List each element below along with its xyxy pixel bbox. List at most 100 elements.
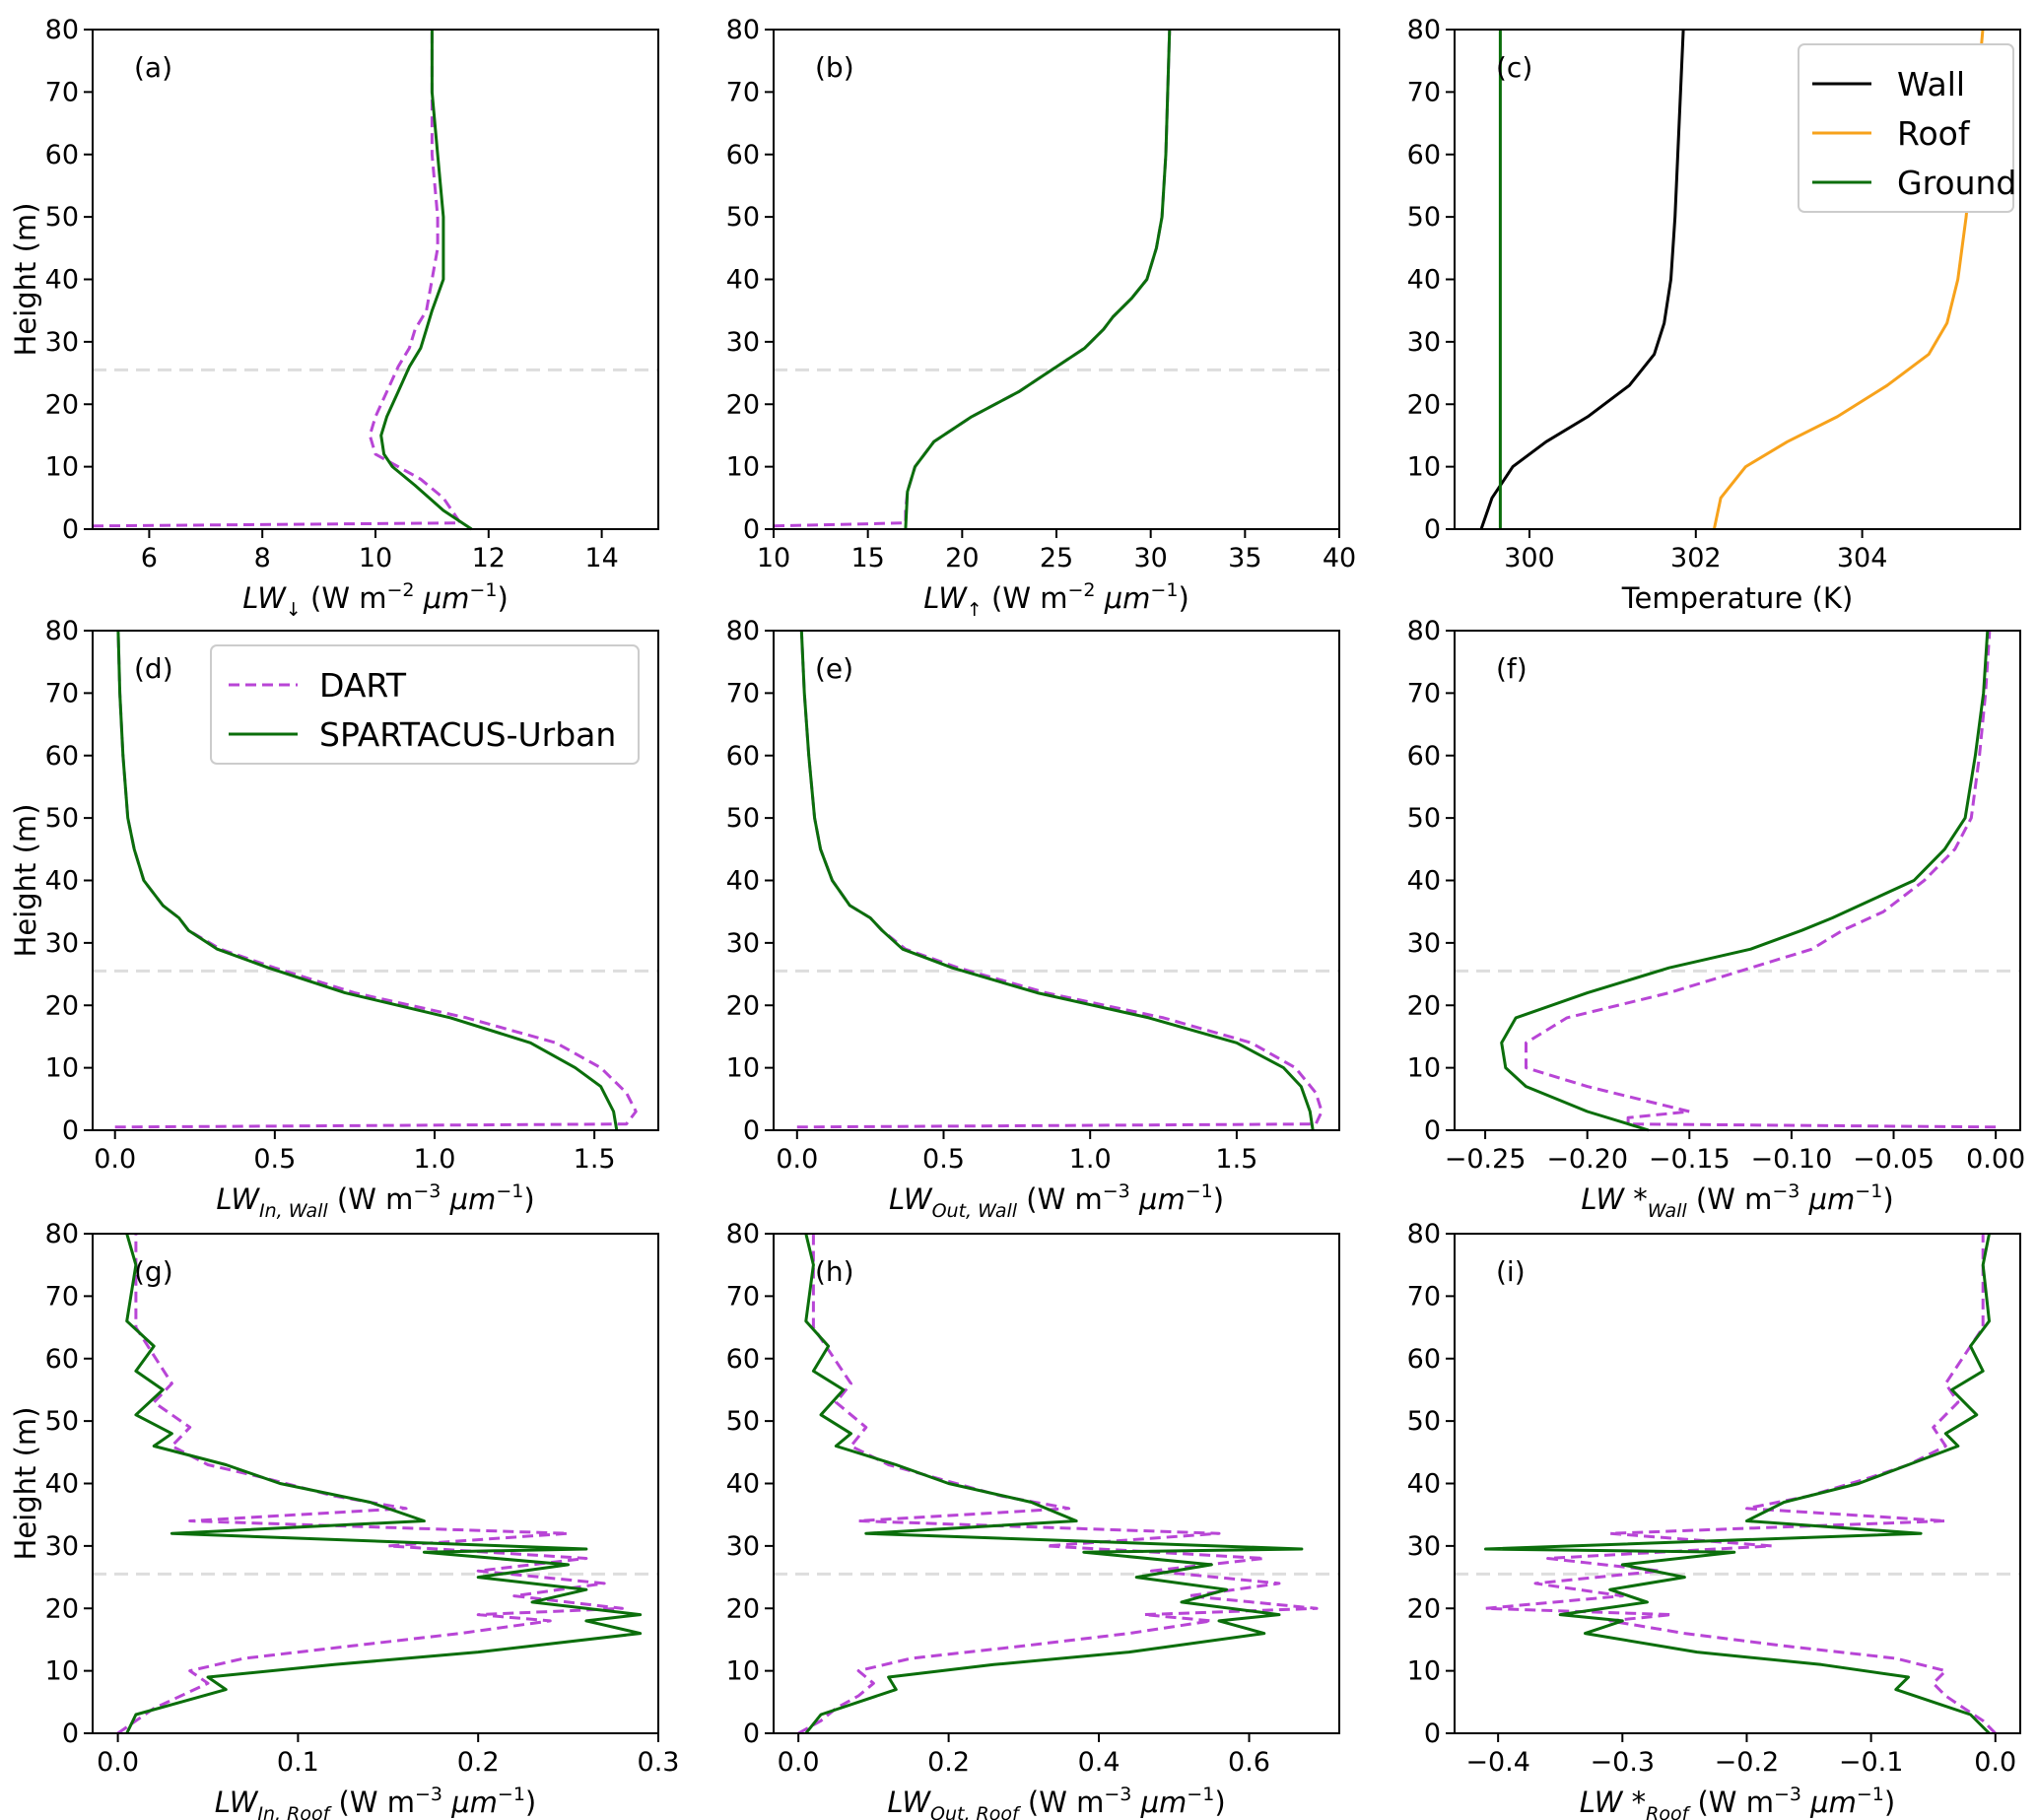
y-tick-label: 80 (1407, 616, 1441, 646)
panel-e: 0 10 20 30 40 50 60 70 80 0.0 0.5 1.0 1.5 (e) LWOut, W… (726, 616, 1340, 1222)
x-tick-label: 300 (1504, 543, 1555, 573)
plot-frame (1454, 630, 2021, 1131)
y-tick-label: 10 (45, 1656, 79, 1687)
y-tick-label: 70 (45, 678, 79, 708)
y-tick-label: 30 (726, 928, 760, 959)
series-dart (1525, 630, 1997, 1129)
y-tick-label: 10 (1407, 452, 1441, 483)
x-tick-label: 0.2 (457, 1747, 500, 1778)
x-tick-label: 14 (584, 543, 618, 573)
legend-box (210, 644, 640, 765)
y-tick-label: 40 (726, 1469, 760, 1500)
y-tick-label: 50 (726, 803, 760, 834)
y-tick-label: 40 (1407, 1469, 1441, 1500)
series-wall (1479, 29, 1685, 530)
y-tick-label: 70 (726, 678, 760, 708)
y-tick-label: 40 (45, 866, 79, 897)
y-tick-label: 80 (1407, 15, 1441, 45)
y-tick-label: 40 (1407, 265, 1441, 296)
y-tick-label: 10 (45, 1053, 79, 1084)
y-tick-label: 20 (45, 1593, 79, 1624)
x-tick-label: 0.0 (776, 1144, 818, 1175)
y-tick-label: 40 (726, 866, 760, 897)
panel-h: 0 10 20 30 40 50 60 70 80 0.0 0.2 0.4 0.6 (h) LWOut, R… (726, 1219, 1340, 1820)
x-axis-label: LWIn, Roof (W m−3 μm−1) (215, 1784, 537, 1820)
y-tick-label: 10 (45, 452, 79, 483)
x-tick-label: 302 (1670, 543, 1722, 573)
y-tick-label: 60 (1407, 1344, 1441, 1375)
series-dart (797, 1234, 1319, 1735)
y-tick-label: 50 (45, 1406, 79, 1437)
y-tick-label: 20 (726, 990, 760, 1021)
y-tick-label: 80 (726, 1219, 760, 1249)
x-tick-label: 35 (1228, 543, 1261, 573)
y-tick-label: 70 (726, 1281, 760, 1312)
y-tick-label: 20 (1407, 990, 1441, 1021)
y-tick-label: 30 (726, 327, 760, 358)
y-tick-label: 0 (1424, 1115, 1441, 1146)
x-axis-label: LWOut, Roof (W m−3 μm−1) (887, 1784, 1225, 1820)
legend-label: SPARTACUS-Urban (319, 715, 616, 754)
y-tick-label: 60 (1407, 140, 1441, 170)
y-tick-label: 80 (726, 616, 760, 646)
y-tick-label: 40 (1407, 866, 1441, 897)
x-tick-label: −0.15 (1649, 1144, 1731, 1175)
y-tick-label: 0 (62, 1115, 79, 1146)
y-axis-label: Height (m) (9, 1407, 42, 1561)
y-tick-label: 30 (45, 1531, 79, 1562)
y-tick-label: 80 (45, 1219, 79, 1249)
y-tick-label: 20 (1407, 389, 1441, 420)
x-tick-label: 6 (141, 543, 158, 573)
y-tick-label: 30 (726, 1531, 760, 1562)
legend-label: Ground (1897, 164, 2016, 202)
x-tick-label: 0.6 (1228, 1747, 1270, 1778)
y-tick-label: 0 (743, 1115, 760, 1146)
y-tick-label: 20 (45, 990, 79, 1021)
y-axis-label: Height (m) (9, 203, 42, 357)
y-tick-label: 60 (45, 140, 79, 170)
y-tick-label: 70 (1407, 678, 1441, 708)
y-tick-label: 60 (726, 140, 760, 170)
x-tick-label: 0.2 (927, 1747, 970, 1778)
x-tick-label: 0.0 (778, 1747, 820, 1778)
series-spartacus-urban (1500, 630, 1990, 1132)
panel-label: (c) (1496, 51, 1532, 84)
series-spartacus-urban (799, 630, 1315, 1131)
y-tick-label: 80 (45, 616, 79, 646)
x-axis-label: LW *Wall (W m−3 μm−1) (1581, 1180, 1893, 1222)
y-tick-label: 0 (1424, 1719, 1441, 1749)
y-tick-label: 0 (62, 1719, 79, 1749)
x-tick-label: 0.3 (638, 1747, 680, 1778)
series-spartacus-urban (804, 1233, 1304, 1734)
panel-c: 0 10 20 30 40 50 60 70 80 300 302 304 (c) Temperature… (1407, 15, 2021, 615)
x-tick-label: 1.0 (1069, 1144, 1112, 1175)
panel-label: (h) (815, 1255, 854, 1288)
x-tick-label: 12 (472, 543, 506, 573)
x-tick-label: 15 (850, 543, 884, 573)
y-tick-label: 30 (1407, 327, 1441, 358)
x-tick-label: 0.1 (277, 1747, 319, 1778)
x-tick-label: −0.25 (1445, 1144, 1527, 1175)
y-tick-label: 70 (1407, 1281, 1441, 1312)
x-tick-label: 40 (1323, 543, 1356, 573)
legend-label: Roof (1897, 114, 1971, 153)
panel-label: (e) (815, 652, 853, 685)
x-tick-label: 25 (1040, 543, 1073, 573)
x-axis-label: LWOut, Wall (W m−3 μm−1) (889, 1180, 1224, 1222)
x-tick-label: −0.20 (1546, 1144, 1628, 1175)
y-tick-label: 70 (1407, 77, 1441, 107)
panel-label: (g) (134, 1255, 173, 1288)
x-tick-label: 30 (1133, 543, 1167, 573)
y-tick-label: 20 (726, 1593, 760, 1624)
y-tick-label: 40 (45, 265, 79, 296)
x-tick-label: 304 (1837, 543, 1888, 573)
y-tick-label: 70 (45, 1281, 79, 1312)
panel-label: (a) (134, 51, 172, 84)
legend-temperature: Wall Roof Ground (1798, 43, 2016, 213)
y-tick-label: 0 (62, 514, 79, 545)
y-tick-label: 20 (45, 389, 79, 420)
series-dart (773, 29, 1172, 528)
x-tick-label: 1.5 (1215, 1144, 1257, 1175)
